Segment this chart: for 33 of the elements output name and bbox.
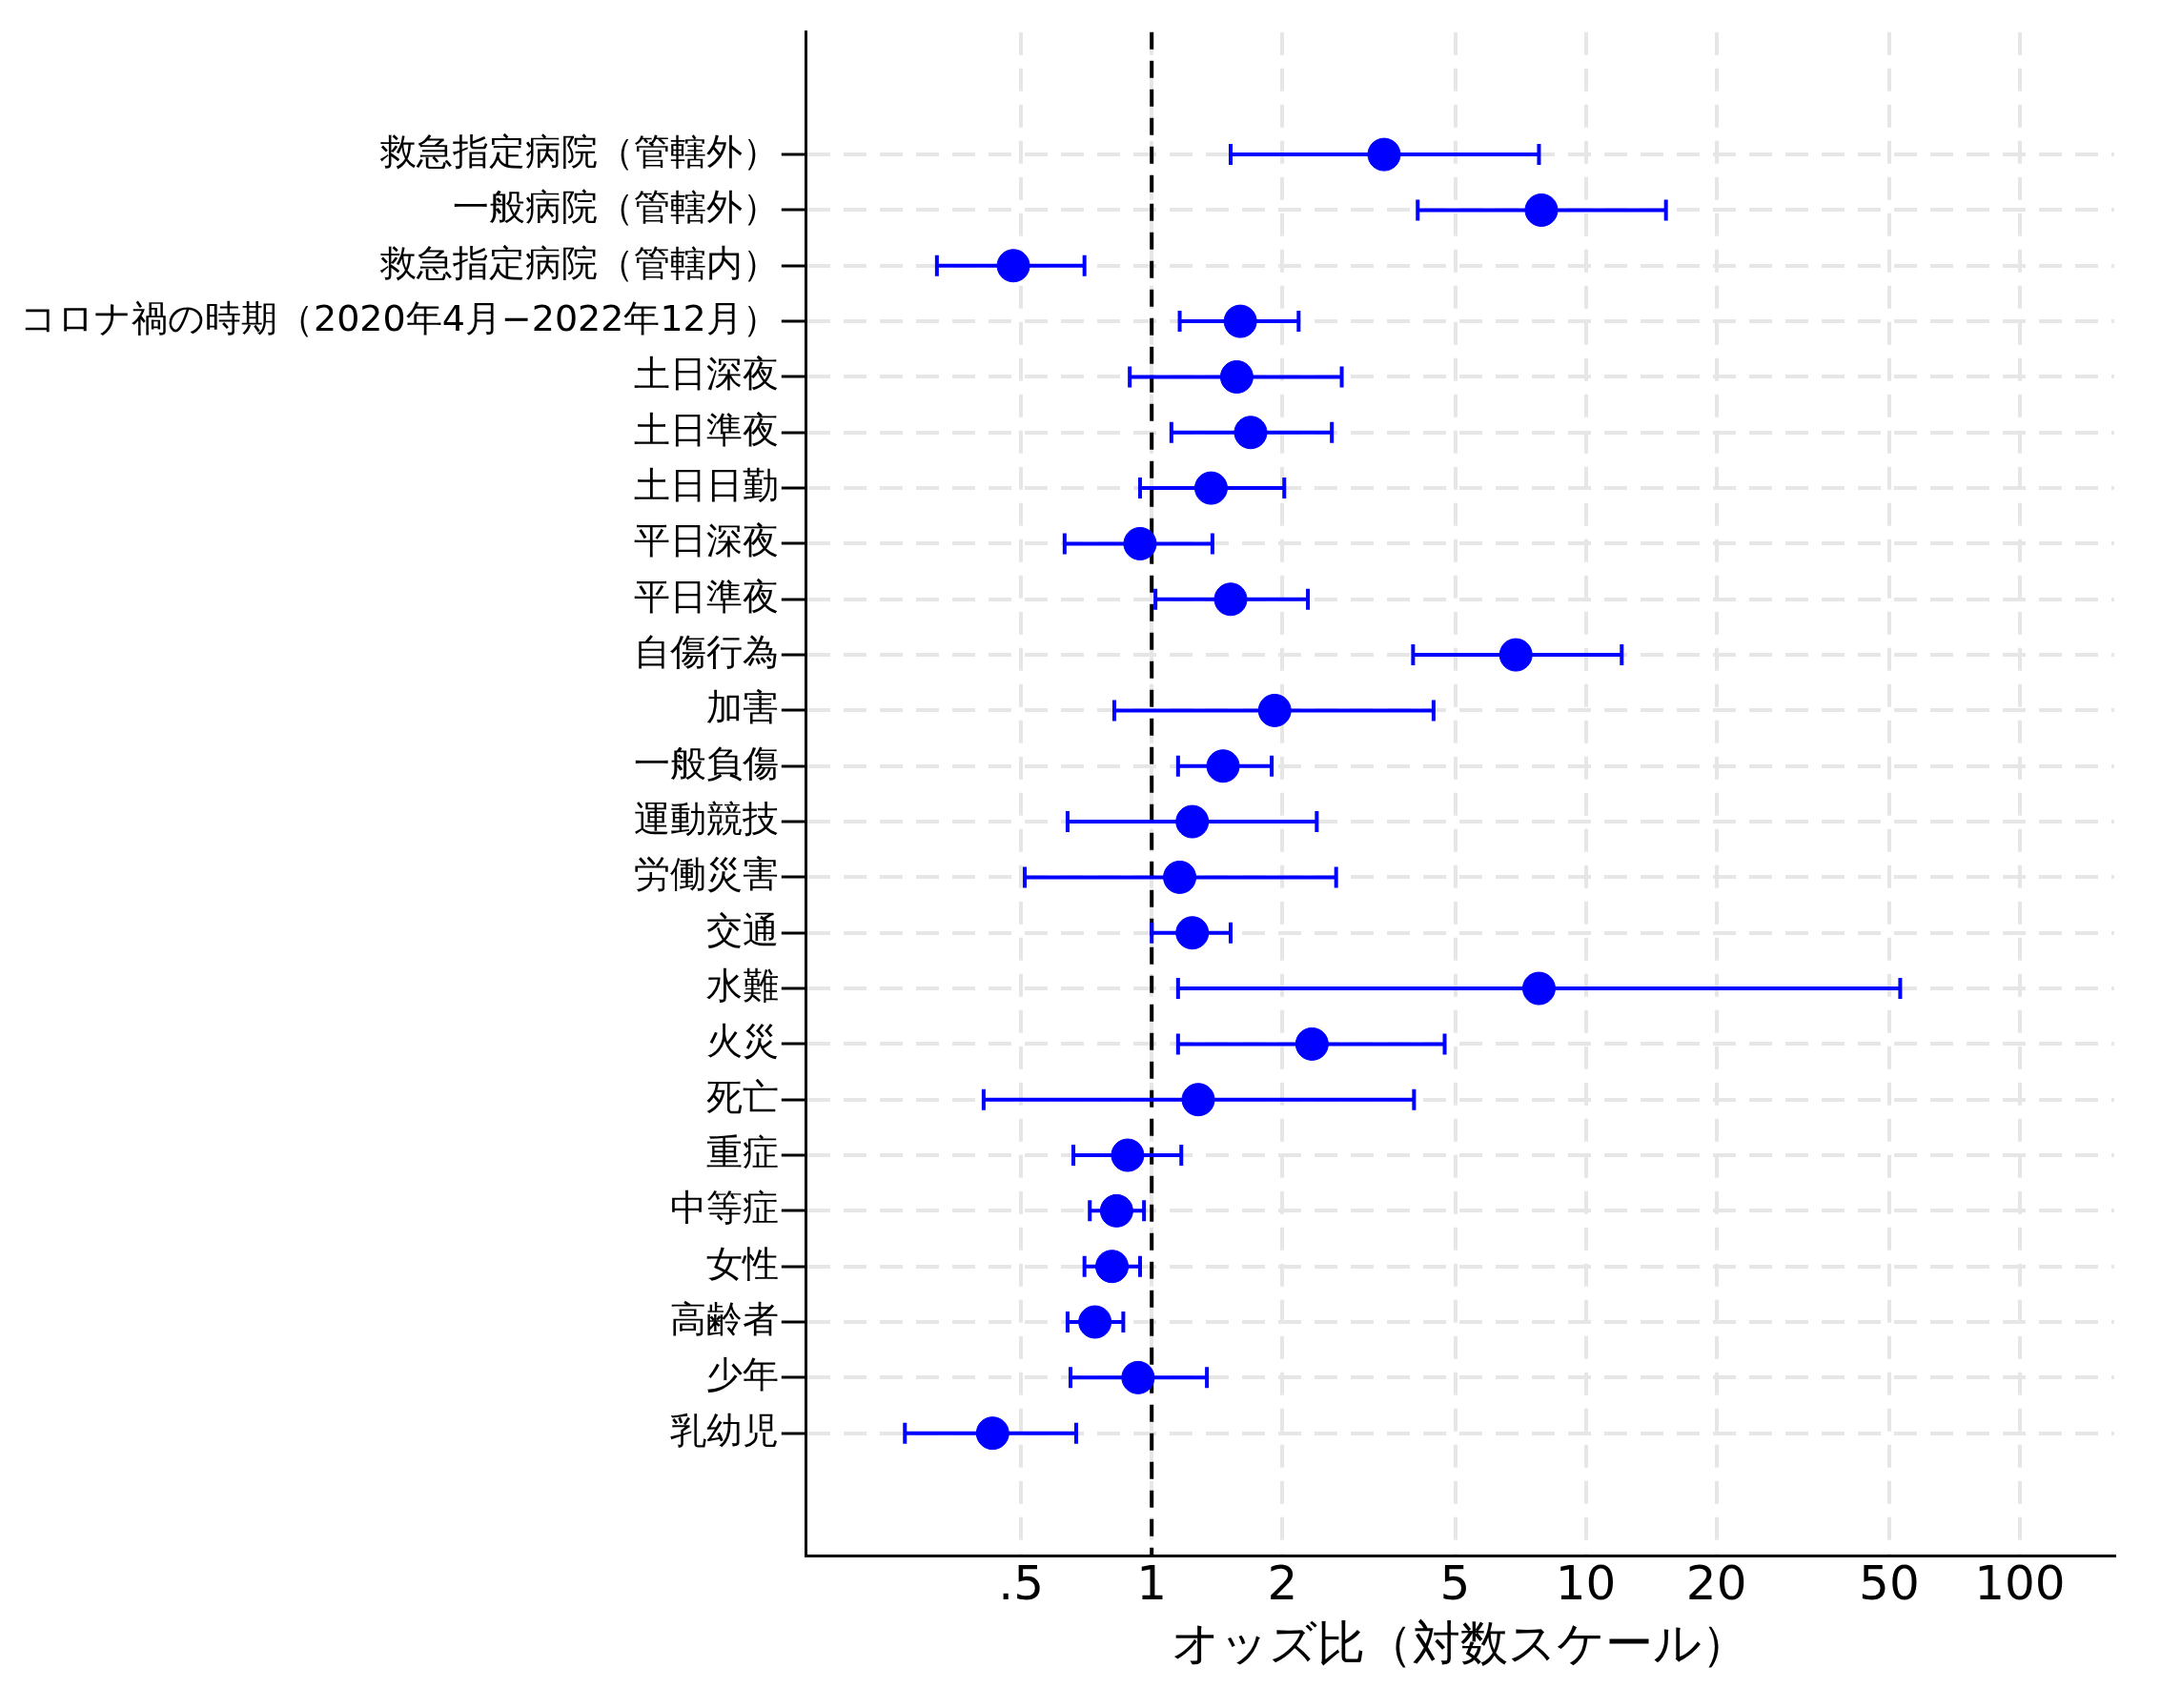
y-tick-label: 少年 xyxy=(705,1353,779,1396)
x-axis-title: オッズ比（対数スケール） xyxy=(1171,1615,1749,1671)
y-tick-label: 重症 xyxy=(705,1130,779,1173)
y-tick-label: 中等症 xyxy=(669,1187,779,1230)
y-tick-label: 一般病院（管轄外） xyxy=(452,186,779,229)
y-tick-label: 土日日勤 xyxy=(633,463,779,506)
y-tick-label: 自傷行為 xyxy=(633,630,779,673)
y-tick-label: 救急指定病院（管轄内） xyxy=(378,241,779,284)
y-tick-label: 火災 xyxy=(705,1020,779,1063)
y-tick-label: 運動競技 xyxy=(633,797,779,840)
x-tick-label: 2 xyxy=(1267,1555,1298,1611)
x-tick-label: 5 xyxy=(1439,1555,1471,1611)
y-tick-label: 加害 xyxy=(705,686,779,729)
x-tick-label: 20 xyxy=(1685,1555,1747,1611)
y-tick-label: 一般負傷 xyxy=(633,742,779,784)
y-tick-label: コロナ禍の時期（2020年4月−2022年12月） xyxy=(19,296,779,339)
x-tick-label: 100 xyxy=(1974,1555,2066,1611)
y-tick-label: 死亡 xyxy=(705,1075,779,1118)
y-tick-label: 土日深夜 xyxy=(633,353,779,396)
x-tick-label: 1 xyxy=(1136,1555,1168,1611)
x-tick-label: 10 xyxy=(1555,1555,1617,1611)
x-tick-label: .5 xyxy=(998,1555,1044,1611)
y-tick-label: 平日準夜 xyxy=(633,575,779,618)
y-tick-label: 救急指定病院（管轄外） xyxy=(378,131,779,173)
y-tick-label: 土日準夜 xyxy=(633,408,779,451)
y-tick-label: 乳幼児 xyxy=(669,1409,779,1452)
y-tick-label: 水難 xyxy=(705,964,779,1006)
y-tick-label: 労働災害 xyxy=(633,853,779,896)
y-tick-label: 高齢者 xyxy=(669,1297,779,1340)
x-tick-label: 50 xyxy=(1859,1555,1920,1611)
y-tick-label: 平日深夜 xyxy=(633,519,779,562)
y-tick-label: 交通 xyxy=(705,908,779,951)
y-tick-label: 女性 xyxy=(705,1242,779,1285)
